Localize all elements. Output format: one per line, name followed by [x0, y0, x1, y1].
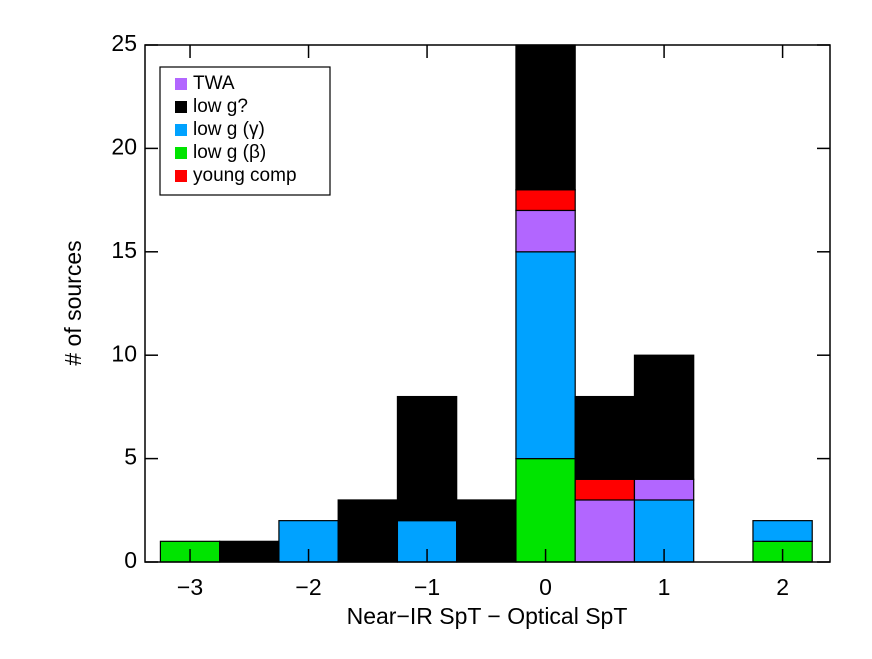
bar-segment	[574, 395, 636, 480]
plot-frame	[144, 44, 831, 563]
bar-segment	[633, 478, 695, 501]
legend-swatch	[175, 101, 187, 113]
y-tick-label: 10	[111, 340, 137, 366]
y-axis-label: # of sources	[60, 240, 86, 365]
x-tick-label: 0	[539, 574, 552, 600]
legend-box	[159, 66, 331, 196]
legend-label: young comp	[193, 165, 297, 186]
bar-segment	[219, 540, 280, 563]
bar-segment	[574, 499, 636, 563]
legend-label: low g?	[193, 96, 248, 117]
legend-label: low g (β)	[193, 142, 266, 163]
x-axis-label: Near−IR SpT − Optical SpT	[347, 603, 628, 629]
bar-segment	[396, 395, 458, 522]
x-tick-label: −1	[414, 574, 440, 600]
bar-segment	[515, 44, 576, 191]
bar-segment	[515, 458, 576, 563]
legend-swatch	[175, 124, 187, 136]
legend-swatch	[175, 170, 187, 182]
y-tick-label: 25	[111, 30, 137, 56]
y-tick-label: 15	[111, 237, 137, 263]
bar-segment	[337, 499, 399, 563]
y-tick-label: 20	[111, 133, 137, 159]
legend-label: TWA	[193, 73, 235, 94]
bar-segment	[515, 189, 576, 212]
x-tick-label: 2	[776, 574, 789, 600]
bar-segment	[574, 478, 636, 501]
legend-swatch	[175, 78, 187, 90]
x-tick-label: −3	[177, 574, 203, 600]
bar-segment	[752, 520, 813, 542]
legend-swatch	[175, 147, 187, 159]
bar-segment	[515, 251, 576, 460]
y-tick-label: 0	[124, 547, 137, 573]
x-tick-label: 1	[658, 574, 671, 600]
bar-segment	[515, 209, 576, 253]
bar-segment	[456, 499, 517, 563]
bar-segment	[633, 354, 695, 480]
x-tick-label: −2	[295, 574, 321, 600]
legend-label: low g (γ)	[193, 119, 265, 140]
y-tick-label: 5	[124, 444, 137, 470]
